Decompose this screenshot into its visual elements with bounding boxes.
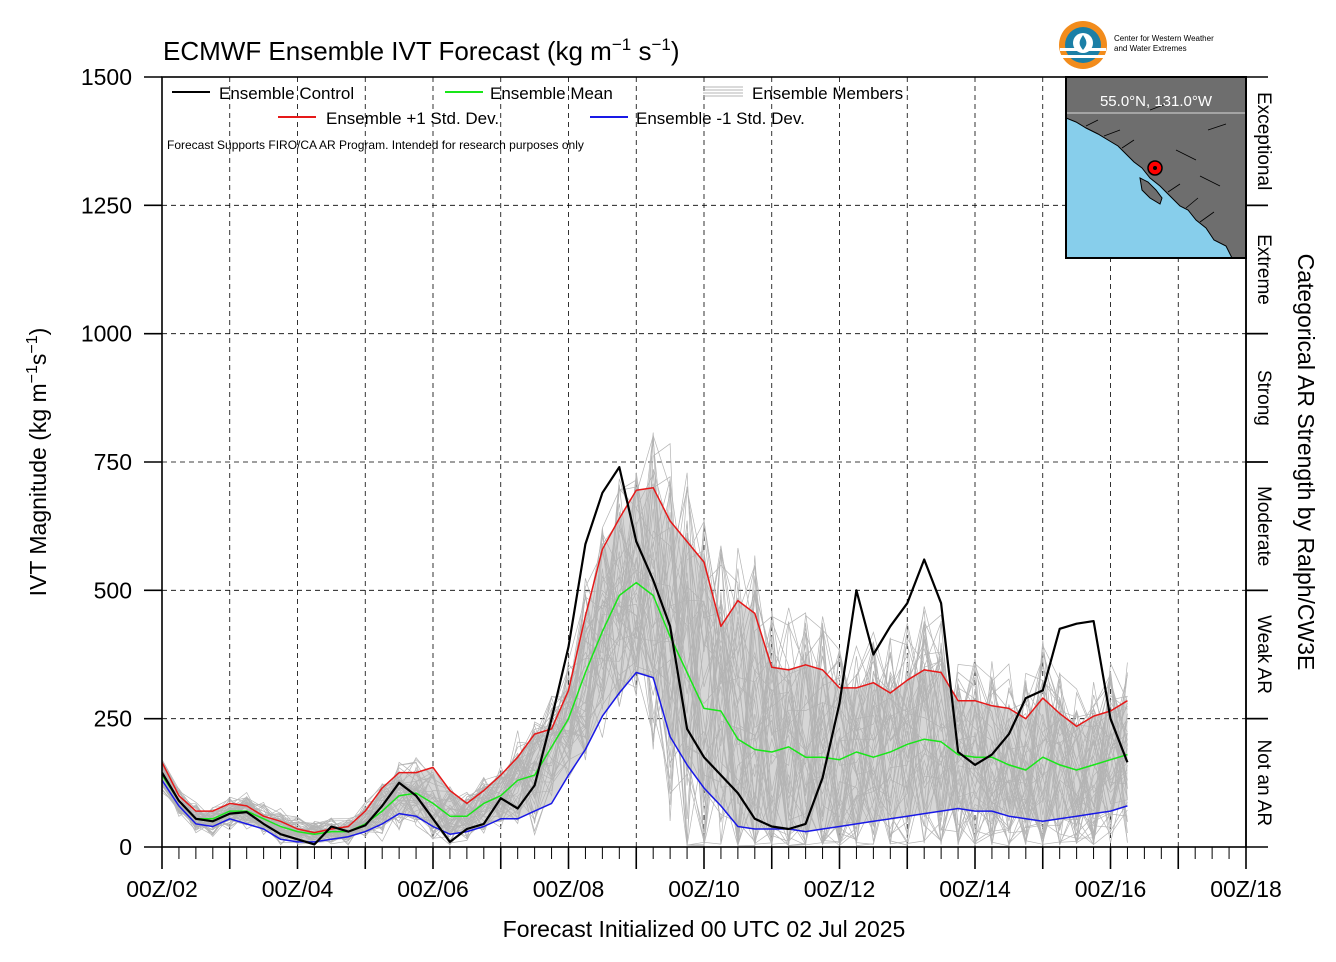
logo-text-line2: and Water Extremes [1114,44,1187,53]
y-axis: 0 250 500 750 1000 1250 1500 [81,64,162,860]
legend: Ensemble Control Ensemble Mean Ensemble … [167,84,903,152]
series-plus-sd [162,486,1128,834]
member-line [162,478,1128,845]
x-tick-label: 00Z/18 [1210,876,1282,902]
category-axis-label: Categorical AR Strength by Ralph/CW3E [1293,254,1319,671]
category-label: Strong [1253,370,1274,426]
series-control [162,466,1129,846]
member-line [162,529,1128,846]
y-tick-label: 500 [94,577,132,603]
member-line [162,432,1128,846]
x-tick-label: 00Z/02 [126,876,198,902]
series-minus-sd [162,671,1128,843]
series-lines [162,466,1129,846]
member-line [162,440,1128,846]
cw3e-logo: Center for Western Weather and Water Ext… [1059,21,1214,69]
y-tick-label: 250 [94,706,132,732]
x-tick-label: 00Z/08 [533,876,605,902]
category-axis: Not an AR Weak AR Moderate Strong Extreme Exc… [1245,76,1274,848]
legend-plus-sd: Ensemble +1 Std. Dev. [326,109,499,128]
map-frame [1065,76,1247,259]
x-tick-label: 00Z/12 [804,876,876,902]
member-line [162,547,1128,844]
legend-control: Ensemble Control [219,84,354,103]
y-tick-label: 1250 [81,192,132,218]
y-tick-label: 1500 [81,64,132,90]
category-label: Exceptional [1253,92,1274,190]
x-tick-label: 00Z/04 [262,876,334,902]
x-tick-label: 00Z/14 [939,876,1011,902]
y-tick-label: 0 [119,834,132,860]
x-tick-label: 00Z/16 [1075,876,1147,902]
y-tick-label: 750 [94,449,132,475]
legend-members: Ensemble Members [752,84,903,103]
legend-mean: Ensemble Mean [490,84,613,103]
category-label: Weak AR [1253,615,1274,694]
member-line [162,435,1128,846]
logo-text-line1: Center for Western Weather [1114,34,1214,43]
y-axis-label: IVT Magnitude (kg m−1s−1) [24,328,51,597]
category-label: Extreme [1253,234,1274,305]
legend-minus-sd: Ensemble -1 Std. Dev. [636,109,805,128]
x-tick-label: 00Z/06 [397,876,469,902]
category-label: Moderate [1253,486,1274,566]
map-location-center [1153,166,1157,170]
category-label: Not an AR [1253,740,1274,827]
map-island [1139,177,1163,205]
y-tick-label: 1000 [81,321,132,347]
map-coast-inlets [1085,103,1227,223]
legend-swatch-members [703,86,743,97]
member-line [162,530,1128,847]
series-mean [162,581,1128,835]
legend-note: Forecast Supports FIRO/CA AR Program. In… [167,138,584,152]
chart-title: ECMWF Ensemble IVT Forecast (kg m−1 s−1) [163,35,680,66]
map-location-label: 55.0°N, 131.0°W [1100,93,1213,110]
x-axis: 00Z/02 00Z/04 00Z/06 00Z/08 00Z/10 00Z/12 00Z/… [126,847,1282,902]
x-axis-label: Forecast Initialized 00 UTC 02 Jul 2025 [503,916,906,942]
inset-map: 55.0°N, 131.0°W [1065,76,1247,259]
x-tick-label: 00Z/10 [668,876,740,902]
